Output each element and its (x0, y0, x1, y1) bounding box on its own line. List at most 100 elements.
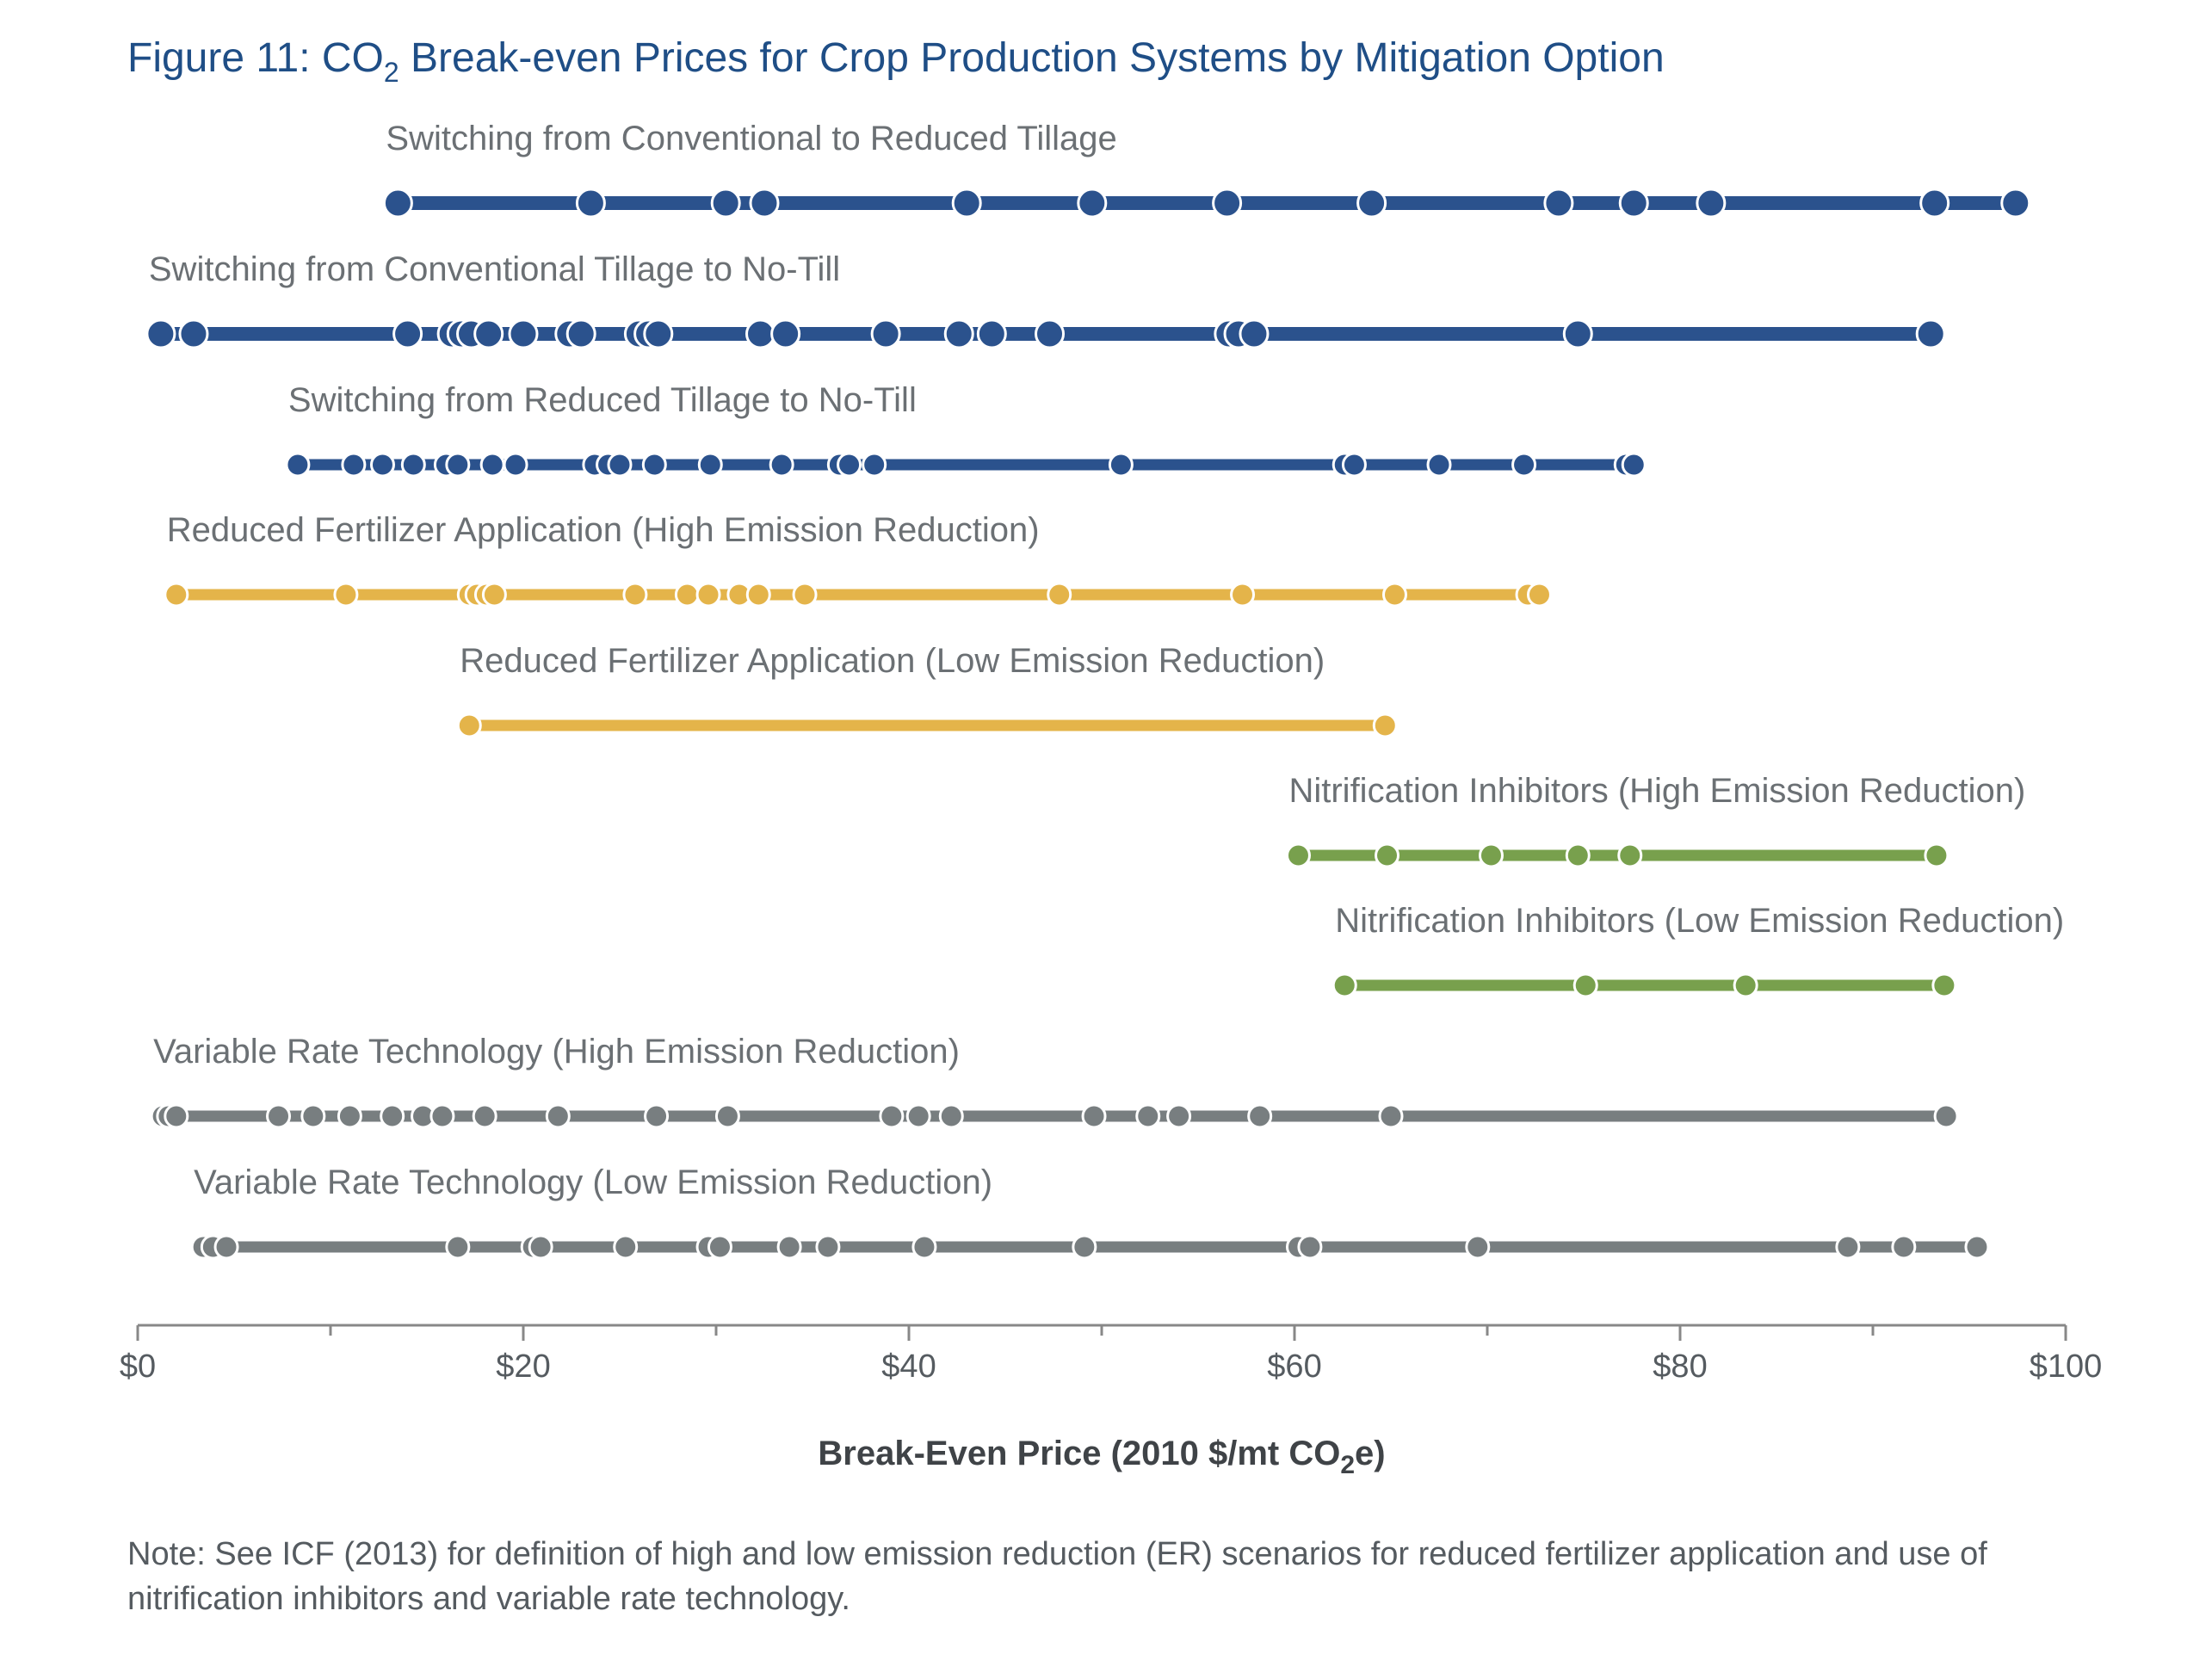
tick-label: $100 (2030, 1349, 2103, 1385)
data-point (2000, 188, 2031, 219)
data-point (1621, 452, 1647, 478)
data-point (1835, 1234, 1861, 1260)
data-point (1618, 188, 1649, 219)
data-point (644, 1103, 670, 1129)
data-point (178, 318, 209, 349)
series-label: Nitrification Inhibitors (High Emission … (1288, 772, 2025, 810)
series-label: Switching from Reduced Tillage to No-Til… (288, 381, 917, 419)
data-point (745, 318, 776, 349)
data-point (643, 318, 674, 349)
series-6: Nitrification Inhibitors (High Emission … (1285, 772, 2025, 868)
series-7: Nitrification Inhibitors (Low Emission R… (1332, 902, 2064, 998)
data-point (1081, 1103, 1107, 1129)
series-label: Variable Rate Technology (Low Emission R… (194, 1163, 992, 1201)
data-point (1919, 188, 1950, 219)
series-label: Reduced Fertilizer Application (High Emi… (167, 511, 1040, 549)
data-point (710, 188, 741, 219)
data-point (445, 1234, 471, 1260)
data-point (943, 318, 974, 349)
series-label: Switching from Conventional Tillage to N… (149, 250, 840, 288)
data-point (1077, 188, 1108, 219)
data-point (565, 318, 596, 349)
data-point (837, 452, 862, 478)
data-point (1372, 713, 1398, 738)
title-rest: Break-even Prices for Crop Production Sy… (399, 35, 1665, 81)
data-point (369, 452, 395, 478)
tick-label: $60 (1267, 1349, 1321, 1385)
data-point (1297, 1234, 1323, 1260)
data-point (622, 582, 648, 608)
data-point (503, 452, 528, 478)
data-point (1166, 1103, 1192, 1129)
title-main: Figure 11: CO (127, 35, 384, 81)
data-point (337, 1103, 362, 1129)
data-point (479, 452, 505, 478)
data-point (1565, 842, 1591, 868)
data-point (456, 713, 482, 738)
footnote: Note: See ICF (2013) for definition of h… (127, 1536, 1987, 1617)
data-point (749, 188, 780, 219)
data-point (481, 582, 507, 608)
data-point (870, 318, 901, 349)
data-point (1915, 318, 1946, 349)
data-point (1426, 452, 1452, 478)
data-point (1562, 318, 1593, 349)
data-point (938, 1103, 964, 1129)
data-point (911, 1234, 937, 1260)
data-point (976, 318, 1007, 349)
data-point (1135, 1103, 1161, 1129)
data-point (508, 318, 539, 349)
data-point (1230, 582, 1256, 608)
data-point (815, 1234, 841, 1260)
data-point (1375, 842, 1400, 868)
data-point (770, 318, 801, 349)
data-point (1035, 318, 1066, 349)
data-point (1891, 1234, 1917, 1260)
data-point (333, 582, 359, 608)
data-point (1478, 842, 1504, 868)
data-point (164, 582, 189, 608)
data-point (1072, 1234, 1097, 1260)
data-point (1239, 318, 1270, 349)
series-5: Reduced Fertilizer Application (Low Emis… (456, 642, 1398, 738)
data-point (300, 1103, 326, 1129)
tick-label: $80 (1653, 1349, 1707, 1385)
data-point (674, 582, 700, 608)
data-point (528, 1234, 553, 1260)
data-point (695, 582, 721, 608)
series-4: Reduced Fertilizer Application (High Emi… (164, 511, 1552, 608)
x-axis: $0 $20 $40 $60 $80 $100 Break-Even Price (2010… (120, 1324, 2103, 1479)
data-point (285, 452, 311, 478)
data-point (145, 318, 176, 349)
data-point (641, 452, 667, 478)
data-point (382, 188, 413, 219)
data-point (1465, 1234, 1491, 1260)
data-point (1931, 972, 1957, 998)
data-point (1617, 842, 1643, 868)
data-point (1733, 972, 1758, 998)
data-point (429, 1103, 455, 1129)
data-point (1108, 452, 1134, 478)
data-point (392, 318, 423, 349)
series-label: Variable Rate Technology (High Emission … (153, 1033, 960, 1071)
data-point (1924, 842, 1949, 868)
tick-label: $40 (881, 1349, 936, 1385)
data-point (1543, 188, 1574, 219)
x-axis-title-end: e) (1355, 1435, 1386, 1472)
series-3: Switching from Reduced Tillage to No-Til… (285, 381, 1647, 478)
series-1: Switching from Conventional to Reduced T… (382, 120, 2031, 219)
data-point (769, 452, 794, 478)
data-point (1356, 188, 1387, 219)
data-point (1696, 188, 1727, 219)
data-point (951, 188, 982, 219)
x-axis-title: Break-Even Price (2010 $/mt CO2e) (818, 1435, 1385, 1479)
data-point (776, 1234, 802, 1260)
x-axis-title-main: Break-Even Price (2010 $/mt CO (818, 1435, 1340, 1472)
data-point (745, 582, 771, 608)
data-point (1341, 452, 1367, 478)
data-point (1381, 582, 1407, 608)
data-point (400, 452, 426, 478)
data-point (905, 1103, 931, 1129)
